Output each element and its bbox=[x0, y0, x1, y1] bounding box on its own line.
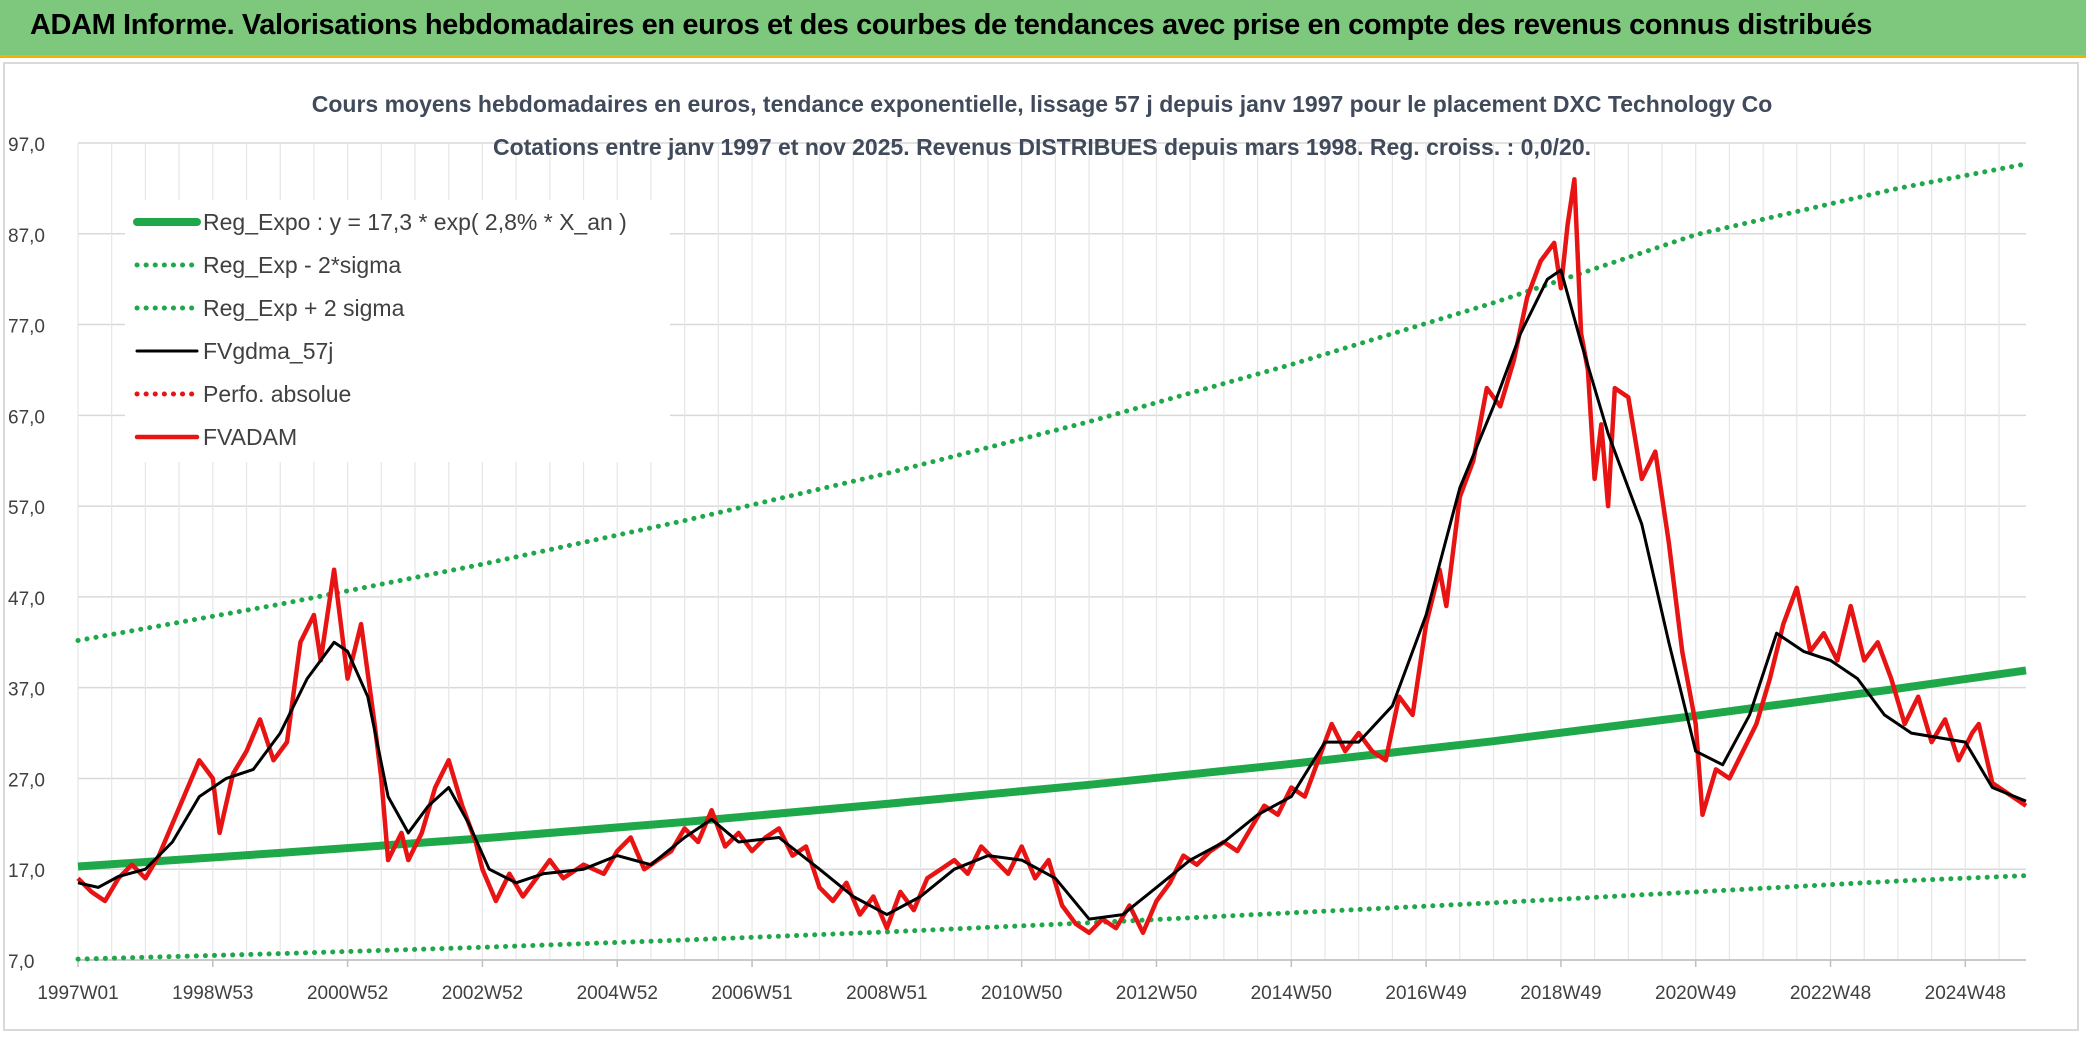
series-line bbox=[75, 873, 2029, 962]
x-tick-label: 2016W49 bbox=[1385, 983, 1466, 1004]
x-tick-label: 2012W50 bbox=[1116, 983, 1197, 1004]
x-tick-label: 2002W52 bbox=[442, 983, 523, 1004]
report-title: ADAM Informe. Valorisations hebdomadaire… bbox=[30, 9, 1873, 41]
legend-label: Reg_Exp - 2*sigma bbox=[203, 252, 401, 278]
x-tick-label: 2010W50 bbox=[981, 983, 1062, 1004]
legend-label: FVgdma_57j bbox=[203, 338, 333, 364]
legend-background bbox=[125, 200, 670, 462]
x-tick-label: 2008W51 bbox=[846, 983, 927, 1004]
y-tick-label: 17,0 bbox=[8, 861, 45, 882]
y-tick-label: 97,0 bbox=[8, 135, 45, 156]
series-line bbox=[75, 161, 2029, 643]
x-tick-label: 2014W50 bbox=[1251, 983, 1332, 1004]
x-tick-label: 1997W01 bbox=[37, 983, 118, 1004]
legend-label: Perfo. absolue bbox=[203, 381, 351, 407]
y-tick-label: 67,0 bbox=[8, 407, 45, 428]
chart-title: Cours moyens hebdomadaires en euros, ten… bbox=[312, 91, 1773, 117]
y-tick-label: 7,0 bbox=[8, 952, 34, 973]
y-tick-label: 37,0 bbox=[8, 680, 45, 701]
report-banner: ADAM Informe. Valorisations hebdomadaire… bbox=[0, 0, 2086, 58]
x-axis: 1997W01 1998W53 2000W52 2002W52 2004W52 2006W… bbox=[37, 959, 2026, 1004]
legend-label: FVADAM bbox=[203, 424, 297, 450]
legend-label: Reg_Expo : y = 17,3 * exp( 2,8% * X_an ) bbox=[203, 209, 627, 235]
x-tick-label: 2006W51 bbox=[711, 983, 792, 1004]
legend-label: Reg_Exp + 2 sigma bbox=[203, 295, 405, 321]
x-tick-label: 2022W48 bbox=[1790, 983, 1871, 1004]
y-tick-label: 87,0 bbox=[8, 226, 45, 247]
series-line bbox=[76, 177, 2028, 936]
x-tick-label: 2020W49 bbox=[1655, 983, 1736, 1004]
y-axis: 97,0 87,0 77,0 67,0 57,0 47,0 37,0 27,0 17,0 7,0 bbox=[8, 135, 45, 973]
chart-subtitle: Cotations entre janv 1997 et nov 2025. R… bbox=[493, 134, 1591, 160]
y-tick-label: 27,0 bbox=[8, 770, 45, 791]
x-tick-label: 2024W48 bbox=[1925, 983, 2006, 1004]
x-tick-label: 2000W52 bbox=[307, 983, 388, 1004]
series-line bbox=[77, 268, 2027, 921]
x-tick-label: 1998W53 bbox=[172, 983, 253, 1004]
legend: Reg_Expo : y = 17,3 * exp( 2,8% * X_an )… bbox=[133, 209, 627, 450]
x-tick-label: 2018W49 bbox=[1520, 983, 1601, 1004]
y-tick-label: 57,0 bbox=[8, 498, 45, 519]
series-lines bbox=[75, 161, 2029, 962]
x-tick-label: 2004W52 bbox=[577, 983, 658, 1004]
y-tick-label: 77,0 bbox=[8, 317, 45, 338]
y-tick-label: 47,0 bbox=[8, 589, 45, 610]
